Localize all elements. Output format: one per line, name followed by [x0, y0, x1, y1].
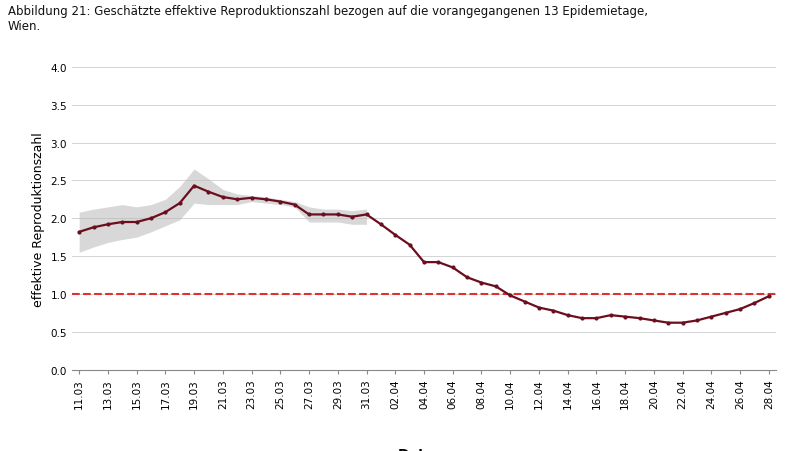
X-axis label: Datum: Datum	[398, 447, 450, 451]
Y-axis label: effektive Reproduktionszahl: effektive Reproduktionszahl	[32, 132, 45, 306]
Text: Abbildung 21: Geschätzte effektive Reproduktionszahl bezogen auf die vorangegang: Abbildung 21: Geschätzte effektive Repro…	[8, 5, 648, 32]
